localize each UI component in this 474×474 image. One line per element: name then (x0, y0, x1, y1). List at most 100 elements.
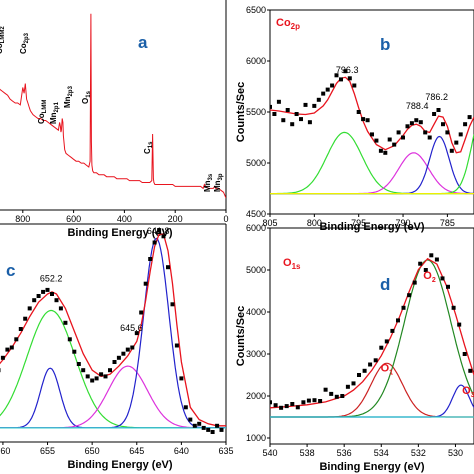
panel-d-data-point (434, 257, 439, 262)
panel-b-component-peak-4 (270, 134, 474, 195)
panel-a-survey-line (0, 13, 226, 199)
panel-b-data-point (343, 69, 348, 74)
panel-c-data-point (94, 376, 99, 381)
panel-b-data-point (290, 122, 295, 127)
panel-c-data-point (188, 417, 193, 422)
panel-a-annotation: Mn3p (213, 173, 224, 192)
panel-c-letter: c (6, 261, 15, 280)
panel-b-peak-label: 786.2 (425, 92, 448, 102)
panel-b-title-main: Co (276, 17, 291, 29)
panel-d-ytick-label: 1000 (246, 433, 266, 443)
panel-a-xlabel: Binding Energy (eV) (67, 227, 172, 239)
panel-d-xtick-label: 536 (337, 448, 352, 458)
panel-d-xlabel: Binding Energy (eV) (319, 461, 424, 473)
panel-c-data-point (121, 351, 126, 356)
panel-b-data-point (441, 122, 445, 127)
panel-b-ytick-label: 4500 (246, 209, 266, 219)
panel-b-ytick-label: 6000 (246, 56, 266, 66)
panel-b-data-point (285, 108, 290, 112)
panel-b-data-point (454, 140, 459, 145)
panel-c-data-point (90, 378, 95, 383)
panel-b-data-point (312, 103, 317, 108)
panel-d-data-point (306, 398, 311, 403)
panel-b-data-point (303, 102, 308, 107)
panel-b-data-point (316, 97, 321, 102)
panel-b-title: Co2p (276, 17, 300, 31)
panel-b-data-point (467, 115, 472, 120)
panel-c-data-point (143, 281, 148, 286)
panel-d-data-point (334, 394, 339, 399)
panel-d-data-point (440, 276, 445, 281)
panel-d-data-point (412, 280, 417, 285)
panel-d-xtick-label: 540 (262, 448, 277, 458)
panel-d-ytick-label: 3000 (246, 349, 266, 359)
panel-b-xtick-label: 795 (351, 218, 366, 228)
panel-a-letter: a (138, 33, 148, 52)
panel-a-annotation: Mn2p3 (63, 85, 74, 108)
panel-b-data-point (418, 120, 423, 125)
panel-d-data-point (390, 328, 395, 333)
panel-c-data-point (139, 310, 144, 315)
panel-d-data-point (301, 400, 306, 405)
panel-c-xtick-label: 640 (174, 446, 189, 456)
panel-d-data-point (429, 253, 434, 258)
panel-b-ytick-label: 5500 (246, 107, 266, 117)
panel-c-data-point (157, 228, 162, 233)
panel-b-data-point (307, 120, 312, 125)
panel-a-xtick-label: 600 (66, 214, 81, 224)
panel-b-data-point (361, 117, 366, 122)
panel-c-data-point (112, 360, 117, 364)
panel-c-data-point (0, 368, 1, 373)
panel-c-data-point (76, 362, 81, 366)
panel-b-data-point (365, 118, 370, 123)
panel-c-xtick-label: 660 (0, 446, 10, 456)
panel-d-xtick-label: 538 (300, 448, 315, 458)
panel-c-data-point (116, 355, 121, 360)
panel-a-annotation: C1s (143, 141, 154, 154)
panel-d-component-peak-3 (270, 384, 474, 418)
panel-c-data-point (27, 306, 32, 311)
panel-b-data-point (423, 130, 428, 135)
panel-d-xtick-label: 530 (448, 448, 463, 458)
panel-c-data-point (152, 240, 157, 245)
panel-b-data-point (347, 76, 352, 81)
panel-b-data-point (281, 118, 286, 123)
panel-a-xtick-label: 200 (168, 214, 183, 224)
panel-c-xtick-label: 650 (85, 446, 100, 456)
panel-c-xtick-label: 655 (40, 446, 55, 456)
panel-c-data-point (183, 405, 188, 410)
panel-d-data-point (273, 403, 278, 408)
panel-d-data-point (401, 305, 406, 310)
panel-c-data-point (174, 343, 179, 348)
panel-b-peak-label: 788.4 (406, 101, 429, 111)
panel-d-frame (269, 227, 474, 445)
panel-a-annotation: Mn3s (203, 173, 214, 192)
panel-d-data-point (340, 394, 345, 398)
panel-b-data-point (427, 135, 432, 140)
panel-c-xtick-label: 645 (129, 446, 144, 456)
panel-c-data-point (58, 306, 63, 311)
panel-c-xlabel: Binding Energy (eV) (67, 459, 172, 471)
panel-c-data-point (81, 368, 86, 373)
panel-d-data-point (379, 345, 384, 350)
panel-b-data-point (405, 124, 410, 129)
panel-d-data-point (446, 284, 450, 289)
panel-c-data-point (14, 337, 19, 342)
panel-b-data-point (409, 121, 414, 126)
panel-b-data-point (352, 83, 357, 88)
panel-d-o1s: 540 538 536 534 532 530 1000 2000 3000 4000 5000 60… (235, 223, 474, 473)
panel-d-peak-label: O1 (381, 363, 394, 377)
panel-d-ylabel: Counts/Sec (235, 306, 247, 367)
panel-b-data-point (321, 91, 326, 96)
panel-d-data-point (423, 268, 428, 272)
panel-c-data-point (45, 287, 50, 292)
panel-d-data-point (357, 373, 361, 377)
panel-d-data-point (312, 398, 317, 403)
panel-d-data-point (290, 402, 295, 406)
panel-b-frame (269, 9, 474, 215)
panel-d-data-point (418, 261, 423, 266)
panel-b-data-point (414, 118, 419, 123)
panel-b-component-peak-3 (270, 135, 474, 195)
